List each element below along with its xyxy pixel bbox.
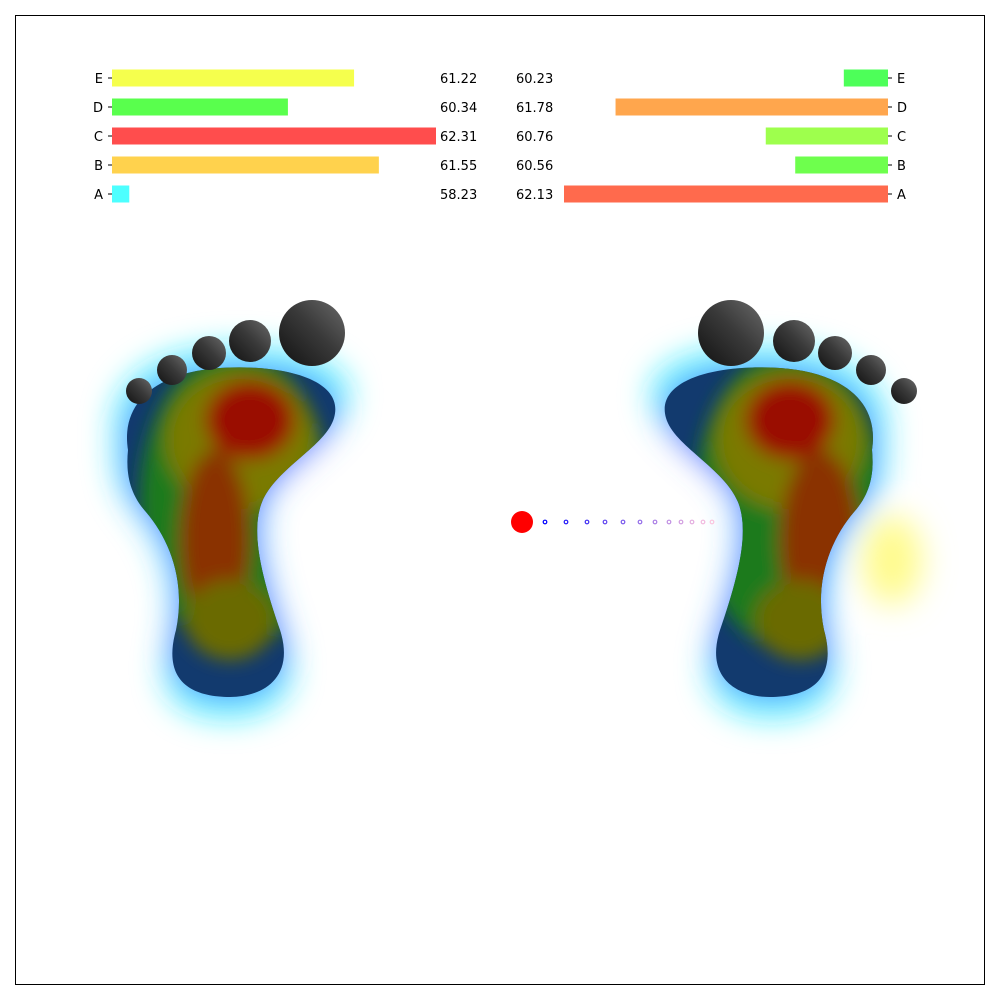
right-toe-3-icon	[818, 336, 852, 370]
right-bar-d	[615, 98, 888, 116]
trail-point	[652, 519, 658, 525]
left-bar-a	[112, 185, 130, 203]
trail-point	[709, 519, 715, 525]
left-toe-2-icon	[229, 320, 271, 362]
right-foot-heatmap	[652, 300, 922, 718]
trail-point	[689, 519, 695, 525]
right-bar-a	[564, 185, 888, 203]
figure-frame	[15, 15, 985, 985]
trail-point	[620, 519, 626, 525]
right-value-label-e: 60.23	[516, 72, 553, 87]
right-big-toe-icon	[698, 300, 764, 366]
trail-point	[602, 519, 608, 525]
right-foot-body	[664, 367, 874, 697]
left-category-label-c: C	[94, 130, 103, 145]
right-bar-chart: A 62.13 B 60.56 C 60.76 D 61.78 E 60.23	[516, 69, 907, 203]
left-bar-e	[112, 69, 355, 87]
left-value-label-b: 61.55	[440, 159, 477, 174]
right-foot-toes	[698, 300, 917, 404]
right-bar-e	[843, 69, 888, 87]
right-category-label-e: E	[897, 72, 905, 87]
left-bar-chart: A 58.23 B 61.55 C 62.31 D 60.34 E 61.22	[93, 69, 477, 203]
right-bar-c	[765, 127, 888, 145]
right-toe-4-icon	[856, 355, 886, 385]
left-big-toe-icon	[279, 300, 345, 366]
right-value-label-b: 60.56	[516, 159, 553, 174]
left-foot-toes	[126, 300, 345, 404]
right-category-label-c: C	[897, 130, 906, 145]
trail-point	[666, 519, 672, 525]
left-toe-4-icon	[157, 355, 187, 385]
right-value-label-d: 61.78	[516, 101, 553, 116]
left-value-label-c: 62.31	[440, 130, 477, 145]
left-value-label-a: 58.23	[440, 188, 477, 203]
left-toe-3-icon	[192, 336, 226, 370]
center-of-pressure-marker	[511, 511, 533, 533]
right-category-label-b: B	[897, 159, 906, 174]
left-bar-c	[112, 127, 436, 145]
left-category-label-a: A	[94, 188, 103, 203]
trail-point	[637, 519, 643, 525]
right-value-label-a: 62.13	[516, 188, 553, 203]
right-category-label-d: D	[897, 101, 907, 116]
left-category-label-b: B	[94, 159, 103, 174]
right-toe-2-icon	[773, 320, 815, 362]
left-category-label-e: E	[95, 72, 103, 87]
trail-point	[678, 519, 684, 525]
trail-point	[542, 519, 548, 525]
left-value-label-d: 60.34	[440, 101, 477, 116]
right-value-label-c: 60.76	[516, 130, 553, 145]
left-foot-heatmap	[114, 300, 348, 718]
trail-point	[563, 519, 569, 525]
left-bar-d	[112, 98, 288, 116]
right-toe-5-icon	[891, 378, 917, 404]
center-of-pressure-trail	[511, 511, 715, 533]
left-toe-5-icon	[126, 378, 152, 404]
trail-point	[700, 519, 706, 525]
left-category-label-d: D	[93, 101, 103, 116]
right-category-label-a: A	[897, 188, 906, 203]
right-bar-b	[795, 156, 888, 174]
left-bar-b	[112, 156, 379, 174]
trail-point	[584, 519, 590, 525]
left-value-label-e: 61.22	[440, 72, 477, 87]
